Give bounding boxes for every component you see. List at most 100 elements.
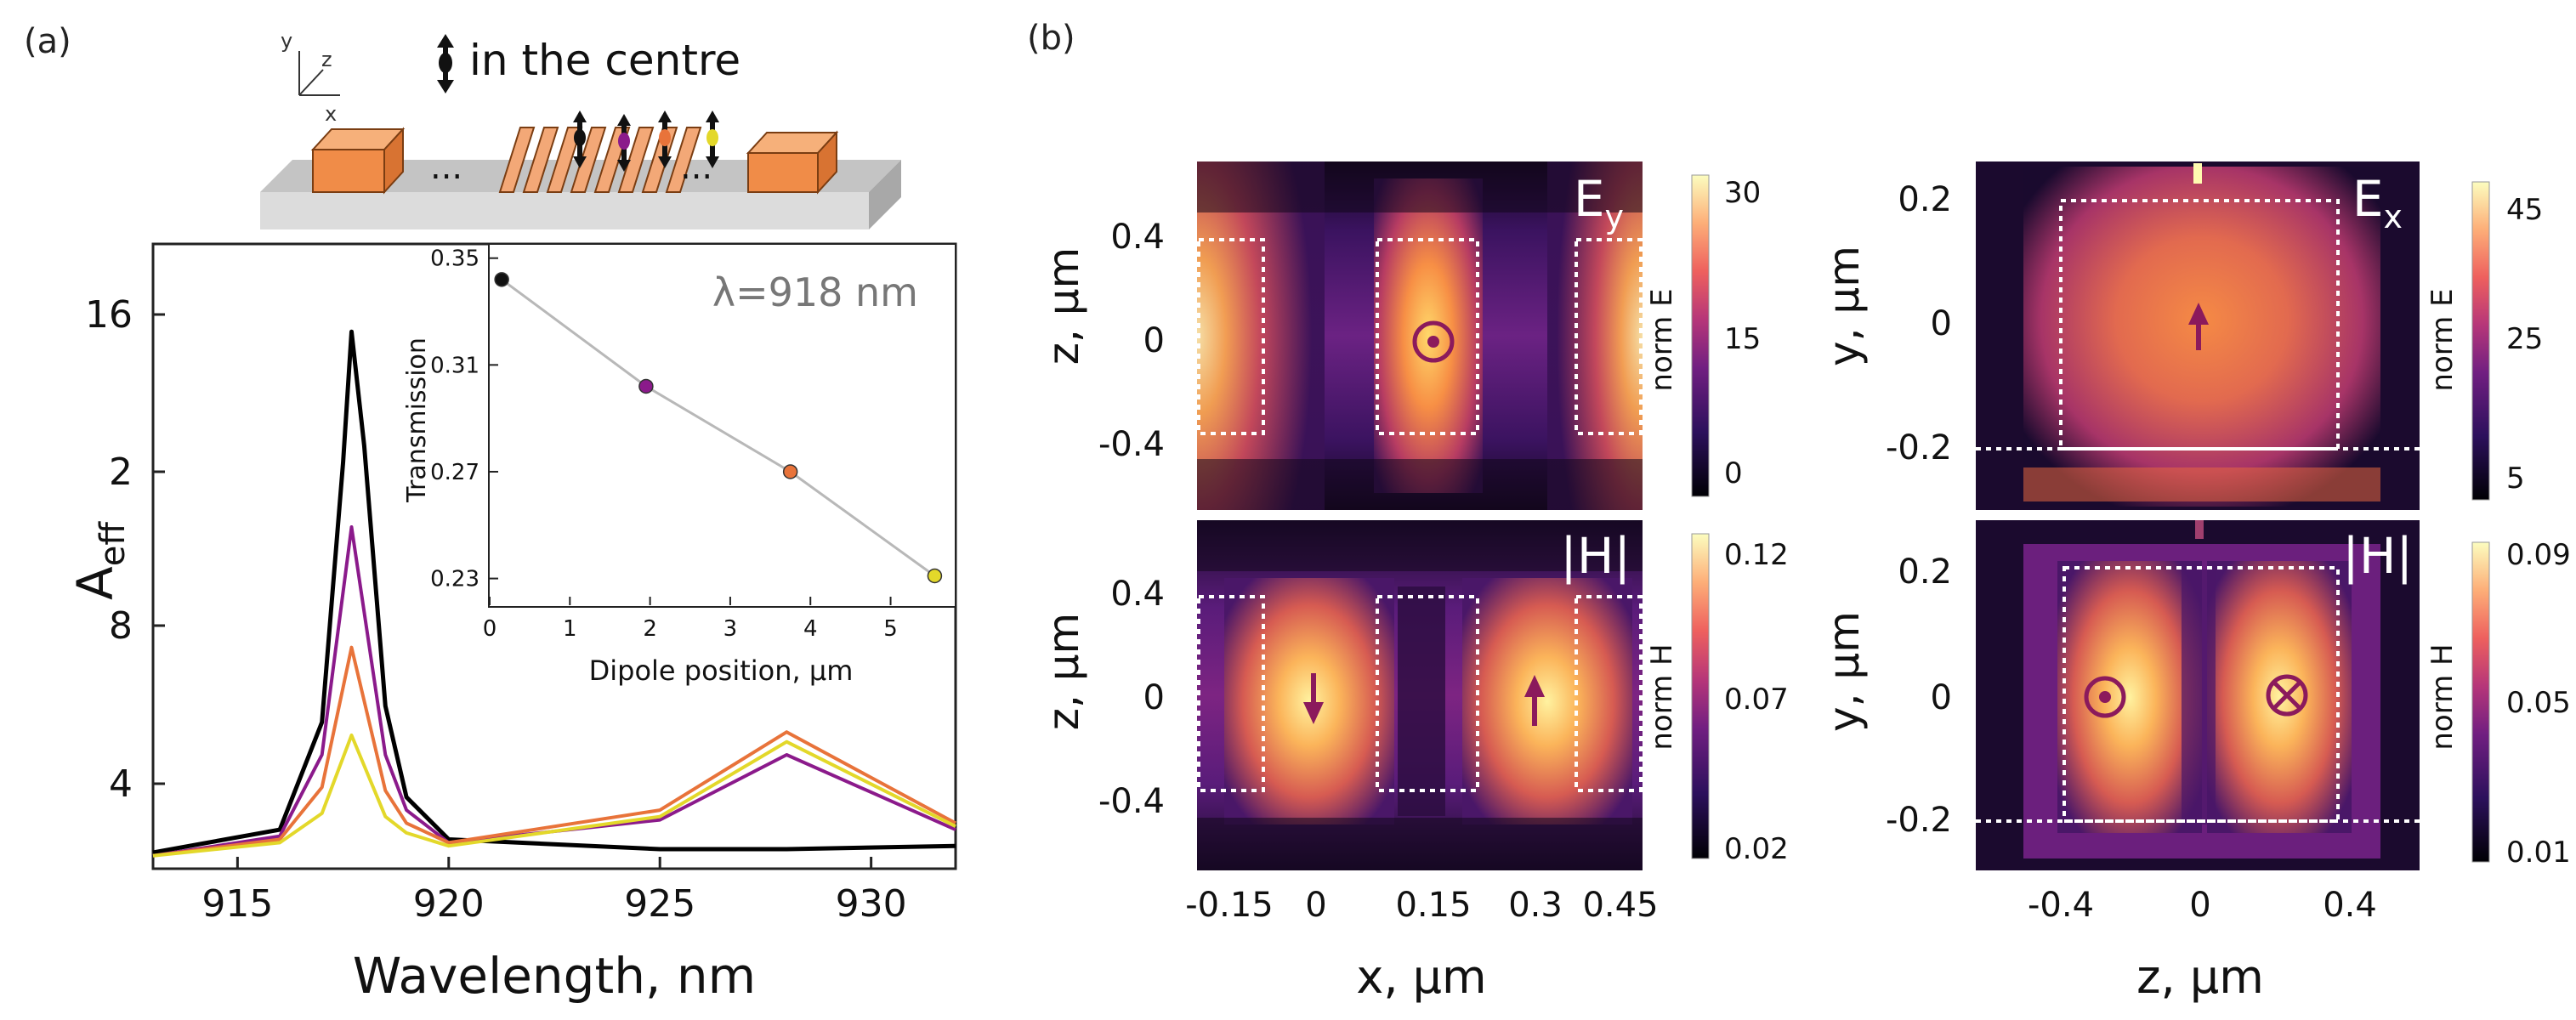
main-y-ticks: 4 8 2 16 (85, 293, 165, 806)
map-ey-y-axis: z, μm 0.4 0 -0.4 (1039, 218, 1165, 464)
left-block (310, 127, 406, 195)
map-ey: Ey (1197, 162, 1643, 510)
colorbar-h-left: 0.12 0.07 0.02 norm H (1645, 533, 1789, 866)
map-h-left-corner: |H| (1560, 527, 1631, 585)
cbar-title: norm E (1645, 288, 1679, 391)
x-tick: 0.15 (1395, 886, 1471, 925)
inset-y-tick-label: 0.23 (430, 567, 479, 592)
y-tick-label: 2 (109, 450, 133, 494)
series-line-3 (152, 734, 956, 858)
y-tick: -0.4 (1098, 425, 1165, 464)
into-plane-icon (2266, 674, 2308, 717)
colorbar-ex: 45 25 5 norm E (2426, 181, 2543, 501)
x-tick: 0.4 (2323, 886, 2377, 925)
schematic-caption: in the centre (469, 36, 740, 85)
axes-triad (298, 51, 340, 96)
cbar-tick: 15 (1724, 322, 1761, 356)
y-tick: 0 (1931, 678, 1952, 717)
inset-y-tick-label: 0.27 (430, 460, 479, 485)
main-series (152, 329, 956, 858)
out-of-plane-icon (2084, 676, 2126, 718)
cbar-title: norm H (1645, 643, 1679, 750)
inset-x-ticks: 0 1 2 3 4 5 (483, 597, 898, 642)
panel-b-label: (b) (1027, 19, 1075, 58)
cbar-tick: 0.09 (2506, 538, 2571, 572)
x-tick-label: 925 (624, 882, 695, 926)
inset-point (782, 464, 798, 479)
cbar-tick: 0.02 (1724, 832, 1789, 866)
map-ex-outline (1976, 199, 2420, 450)
dots-left: ... (430, 148, 462, 187)
x-tick: 0.45 (1582, 886, 1658, 925)
inset-series (494, 272, 943, 584)
inset-x-tick-label: 4 (803, 616, 818, 642)
map-h-right-ylabel: y, μm (1819, 611, 1869, 732)
x-axis-right-label: z, μm (2136, 950, 2264, 1004)
map-h-left-ylabel: z, μm (1039, 613, 1088, 731)
dots-right: ... (680, 148, 712, 187)
svg-text:Aeff: Aeff (66, 521, 133, 600)
map-ex-ylabel: y, μm (1819, 246, 1869, 366)
inset-y-label: Transmission (402, 337, 432, 503)
inset-point (494, 272, 509, 287)
substrate-side (869, 160, 901, 230)
dipole-black (573, 110, 587, 168)
out-of-plane-icon (1412, 320, 1455, 363)
arrow-up-icon (1524, 675, 1545, 726)
y-tick: -0.2 (1886, 801, 1952, 840)
map-ey-outline (1197, 238, 1643, 435)
x-tick-label: 920 (413, 882, 485, 926)
cbar-tick: 0 (1724, 456, 1743, 490)
map-ex-corner: Ex (2352, 170, 2403, 235)
inset-frame (488, 243, 956, 608)
cbar-title: norm H (2426, 643, 2460, 750)
y-tick: 0 (1143, 321, 1165, 360)
inset-y-tick-label: 0.35 (430, 246, 479, 272)
x-tick-label: 930 (836, 882, 907, 926)
substrate-front (260, 192, 869, 230)
map-h-left-outline (1197, 595, 1643, 792)
inset-y-tick-label: 0.31 (430, 353, 479, 378)
inset-x-tick-label: 5 (883, 616, 898, 642)
inset-point (638, 378, 654, 394)
x-tick: 0 (2189, 886, 2210, 925)
y-tick-label: 8 (109, 604, 133, 648)
cbar-tick: 0.12 (1724, 538, 1789, 572)
y-tick: 0.2 (1898, 552, 1952, 592)
inset-line (501, 278, 936, 577)
map-h-right-y-axis: y, μm 0.2 0 -0.2 (1819, 552, 1952, 840)
inset-x-label: Dipole position, μm (589, 654, 854, 687)
cbar-tick: 0.07 (1724, 683, 1789, 717)
x-tick: 0 (1305, 886, 1326, 925)
axis-x-label: x (325, 102, 337, 126)
y-tick: 0.4 (1110, 218, 1165, 257)
x-axis-left-label: x, μm (1356, 950, 1486, 1004)
map-h-right-corner: |H| (2342, 527, 2413, 585)
map-h-right: |H| (1976, 520, 2420, 870)
inset-x-tick-label: 1 (563, 616, 577, 642)
map-h-right-outline (1976, 566, 2420, 823)
cbar-tick: 0.05 (2506, 686, 2571, 720)
cbar-tick: 5 (2506, 462, 2525, 496)
inset-x-tick-label: 3 (723, 616, 738, 642)
main-y-label: Aeff (66, 521, 133, 600)
y-tick: -0.2 (1886, 428, 1952, 468)
x-tick-label: 915 (201, 882, 273, 926)
x-axis-left: -0.15 0 0.15 0.3 0.45 x, μm (1185, 886, 1658, 1004)
x-tick: -0.4 (2028, 886, 2094, 925)
cbar-tick: 30 (1724, 176, 1761, 210)
x-axis-right: -0.4 0 0.4 z, μm (2028, 886, 2377, 1004)
dipole-icon (437, 34, 454, 94)
series-line-1 (152, 525, 956, 858)
series-line-2 (152, 645, 956, 858)
map-ex-y-axis: y, μm 0.2 0 -0.2 (1819, 180, 1952, 468)
schematic: y z x in the centre ... (260, 29, 901, 230)
y-tick: 0 (1931, 304, 1952, 343)
cbar-title: norm E (2426, 288, 2460, 391)
map-h-left: |H| (1197, 520, 1643, 870)
cbar-tick: 0.01 (2506, 836, 2571, 870)
colorbar-h-right: 0.09 0.05 0.01 norm H (2426, 538, 2571, 870)
x-tick: 0.3 (1508, 886, 1563, 925)
y-tick: 0.2 (1898, 180, 1952, 219)
